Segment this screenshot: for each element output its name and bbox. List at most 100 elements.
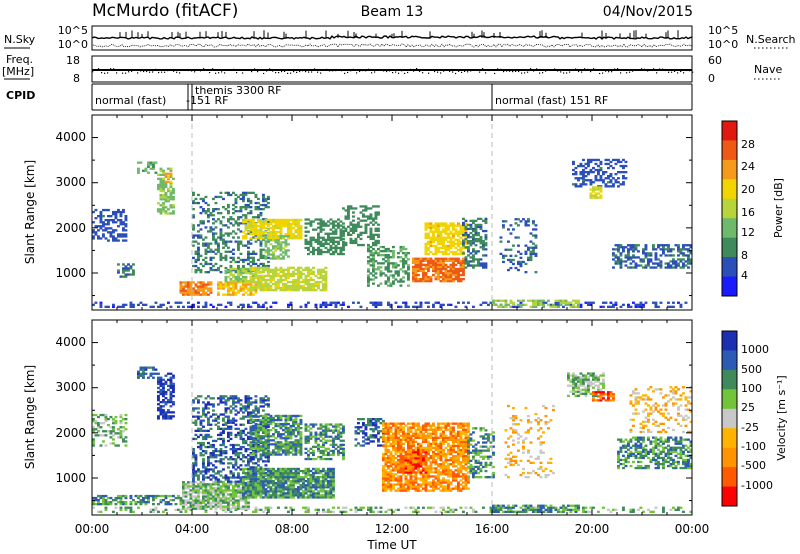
heatmap-cell: [259, 212, 263, 215]
heatmap-cell: [474, 219, 478, 222]
heatmap-cell: [687, 256, 690, 259]
heatmap-cell: [267, 253, 270, 256]
heatmap-cell: [197, 250, 200, 253]
heatmap-cell: [444, 252, 448, 256]
heatmap-cell: [244, 208, 248, 211]
heatmap-cell: [597, 164, 600, 168]
heatmap-cell: [142, 496, 145, 500]
heatmap-cell: [332, 222, 335, 225]
heatmap-cell: [207, 230, 210, 233]
heatmap-cell: [284, 245, 288, 248]
heatmap-cell: [139, 501, 143, 504]
heatmap-cell: [414, 273, 418, 277]
heatmap-cell: [369, 260, 373, 263]
heatmap-cell: [107, 231, 110, 234]
heatmap-cell: [249, 260, 253, 264]
heatmap-cell: [582, 171, 585, 174]
heatmap-cell: [434, 250, 438, 254]
heatmap-cell: [119, 305, 123, 308]
heatmap-cell: [392, 254, 395, 257]
heatmap-cell: [612, 166, 615, 170]
heatmap-cell: [219, 222, 223, 225]
cpid-segment-1: normal (fast): [95, 94, 166, 107]
heatmap-cell: [469, 256, 473, 259]
heatmap-cell: [684, 244, 688, 247]
heatmap-cell: [309, 220, 313, 223]
heatmap-cell: [164, 508, 168, 511]
heatmap-cell: [212, 481, 215, 484]
heatmap-cell: [452, 234, 455, 237]
heatmap-cell: [369, 207, 373, 210]
heatmap-cell: [244, 271, 248, 275]
heatmap-cell: [277, 224, 280, 228]
heatmap-cell: [449, 224, 453, 227]
heatmap-cell: [187, 493, 190, 496]
heatmap-cell: [154, 161, 158, 164]
heatmap-cell: [214, 472, 218, 475]
nave-dot: [629, 71, 631, 73]
noise-traces: [91, 30, 693, 48]
heatmap-cell: [357, 243, 360, 247]
heatmap-cell: [509, 260, 513, 264]
heatmap-cell: [152, 305, 155, 308]
heatmap-cell: [212, 474, 215, 477]
heatmap-cell: [199, 289, 203, 292]
heatmap-cell: [239, 491, 243, 494]
heatmap-cell: [204, 405, 208, 408]
heatmap-cell: [464, 227, 468, 231]
heatmap-cell: [307, 282, 310, 286]
heatmap-cell: [379, 262, 383, 265]
heatmap-cell: [324, 289, 328, 292]
heatmap-cell: [247, 415, 250, 418]
heatmap-cell: [99, 434, 103, 437]
heatmap-cell: [242, 499, 245, 502]
heatmap-cell: [259, 240, 263, 243]
heatmap-cell: [297, 237, 300, 240]
heatmap-cell: [229, 427, 233, 430]
heatmap-cell: [222, 458, 225, 461]
heatmap-cell: [449, 273, 453, 277]
heatmap-cell: [307, 287, 310, 290]
heatmap-cell: [257, 220, 260, 224]
heatmap-cell: [277, 257, 280, 260]
heatmap-cell: [424, 232, 428, 235]
heatmap-cell: [614, 179, 618, 182]
nave-dot: [203, 68, 205, 70]
heatmap-cell: [389, 262, 393, 265]
heatmap-cell: [272, 278, 275, 282]
heatmap-cell: [159, 409, 163, 412]
heatmap-cell: [412, 259, 415, 262]
heatmap-cell: [502, 220, 505, 223]
heatmap-cell: [439, 234, 443, 237]
heatmap-cell: [247, 197, 250, 201]
heatmap-cell: [254, 284, 258, 288]
heatmap-cell: [299, 272, 303, 276]
heatmap-cell: [274, 266, 278, 269]
heatmap-cell: [482, 266, 485, 269]
heatmap-cell: [377, 211, 380, 214]
heatmap-cell: [374, 241, 378, 245]
heatmap-cell: [122, 438, 125, 441]
heatmap-cell: [682, 252, 685, 255]
heatmap-cell: [317, 250, 320, 254]
heatmap-cell: [257, 460, 260, 463]
heatmap-cell: [249, 425, 253, 428]
heatmap-cell: [234, 201, 238, 205]
heatmap-cell: [234, 275, 238, 279]
heatmap-cell: [227, 431, 230, 434]
heatmap-cell: [629, 305, 633, 308]
heatmap-cell: [589, 510, 593, 513]
heatmap-cell: [194, 437, 198, 441]
heatmap-cell: [632, 248, 635, 251]
heatmap-cell: [534, 305, 538, 308]
heatmap-cell: [484, 236, 488, 239]
heatmap-cell: [247, 246, 250, 249]
heatmap-cell: [197, 487, 200, 490]
heatmap-cell: [522, 299, 525, 302]
heatmap-cell: [267, 220, 270, 223]
heatmap-cell: [304, 240, 308, 243]
heatmap-cell: [234, 489, 238, 492]
heatmap-cell: [204, 483, 208, 486]
heatmap-cell: [259, 256, 263, 259]
heatmap-cell: [244, 448, 248, 451]
